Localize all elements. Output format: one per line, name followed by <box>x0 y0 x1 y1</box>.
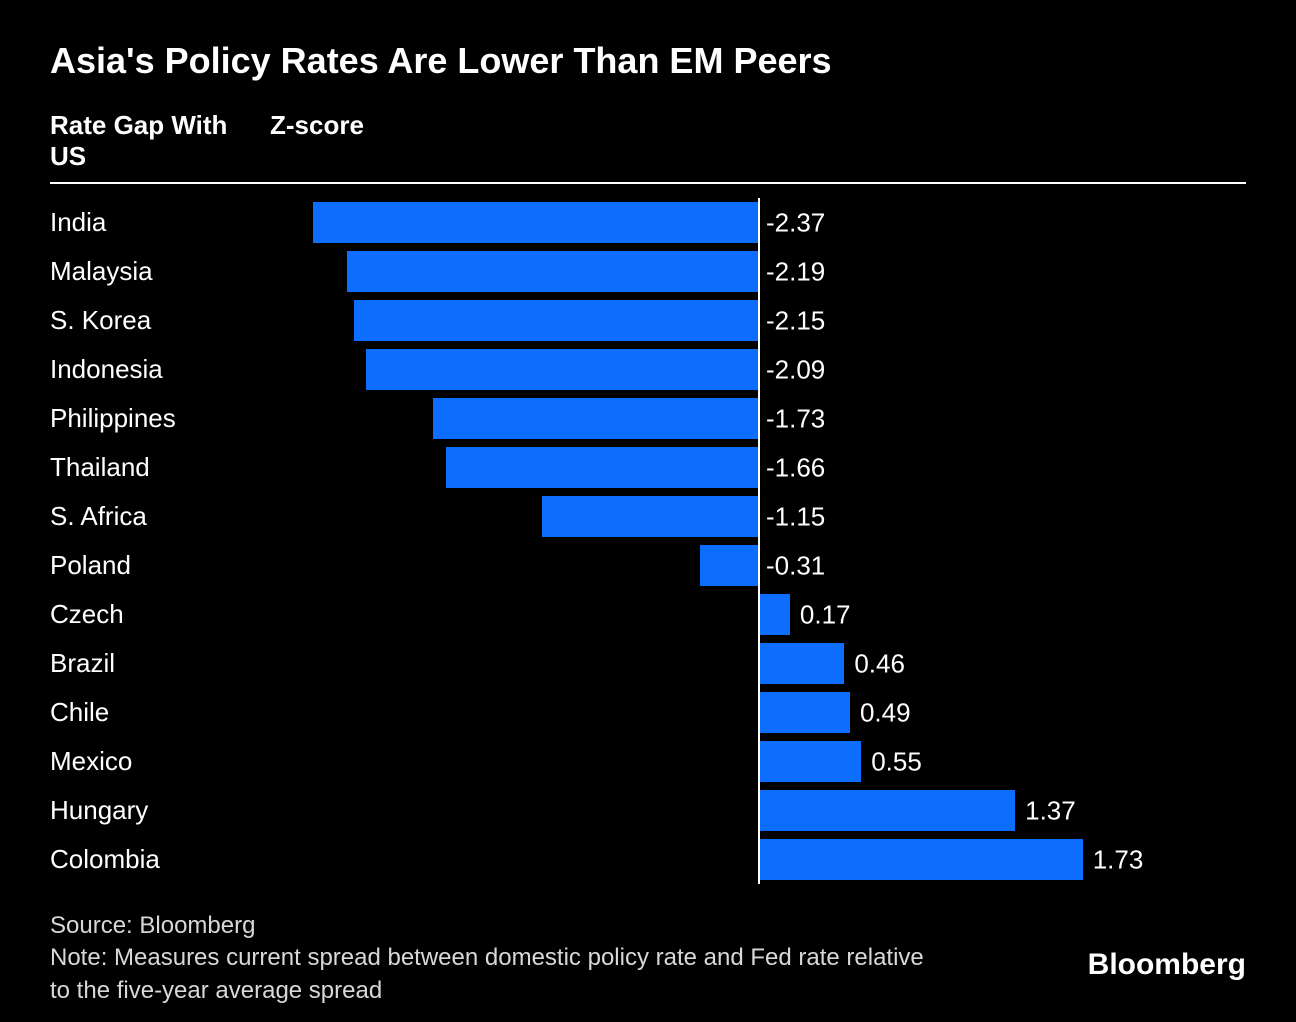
bar-value: -1.15 <box>766 501 825 532</box>
chart-title: Asia's Policy Rates Are Lower Than EM Pe… <box>50 40 1246 82</box>
bar <box>313 202 758 243</box>
country-label: Malaysia <box>50 256 270 287</box>
header-rule <box>50 182 1246 184</box>
bar <box>700 545 758 586</box>
bar-value: -2.37 <box>766 207 825 238</box>
country-label: S. Korea <box>50 305 270 336</box>
table-row: Mexico 0.55 <box>50 737 1246 786</box>
zero-axis <box>758 198 760 884</box>
bar <box>354 300 758 341</box>
header-label: Rate Gap With US <box>50 110 270 172</box>
bar <box>758 790 1015 831</box>
table-row: S. Korea -2.15 <box>50 296 1246 345</box>
bar-value: 1.73 <box>1093 844 1144 875</box>
chart-frame: Asia's Policy Rates Are Lower Than EM Pe… <box>0 0 1296 1022</box>
bar-value: 0.55 <box>871 746 922 777</box>
country-label: Philippines <box>50 403 270 434</box>
table-row: Czech 0.17 <box>50 590 1246 639</box>
chart-area: India -2.37 Malaysia -2.19 S. Korea -2.15 Indo… <box>50 198 1246 884</box>
country-label: Poland <box>50 550 270 581</box>
table-row: S. Africa -1.15 <box>50 492 1246 541</box>
bar-value: -2.19 <box>766 256 825 287</box>
table-row: Colombia 1.73 <box>50 835 1246 884</box>
bar-value: -2.09 <box>766 354 825 385</box>
bar-value: 0.17 <box>800 599 851 630</box>
country-label: Hungary <box>50 795 270 826</box>
bar-value: -1.73 <box>766 403 825 434</box>
bar-value: -2.15 <box>766 305 825 336</box>
table-row: Hungary 1.37 <box>50 786 1246 835</box>
bar <box>347 251 758 292</box>
bar-value: -0.31 <box>766 550 825 581</box>
bar <box>758 643 844 684</box>
country-label: Czech <box>50 599 270 630</box>
country-label: Mexico <box>50 746 270 777</box>
table-row: Poland -0.31 <box>50 541 1246 590</box>
table-row: Indonesia -2.09 <box>50 345 1246 394</box>
bar <box>758 741 861 782</box>
table-row: Malaysia -2.19 <box>50 247 1246 296</box>
country-label: India <box>50 207 270 238</box>
column-headers: Rate Gap With US Z-score <box>50 110 1246 172</box>
table-row: Thailand -1.66 <box>50 443 1246 492</box>
bar <box>542 496 758 537</box>
table-row: Brazil 0.46 <box>50 639 1246 688</box>
country-label: Brazil <box>50 648 270 679</box>
bar <box>366 349 758 390</box>
bar-value: 0.49 <box>860 697 911 728</box>
country-label: Indonesia <box>50 354 270 385</box>
country-label: Chile <box>50 697 270 728</box>
bar-value: 0.46 <box>854 648 905 679</box>
country-label: Thailand <box>50 452 270 483</box>
chart-footer: Source: Bloomberg Note: Measures current… <box>50 910 950 1007</box>
table-row: Philippines -1.73 <box>50 394 1246 443</box>
country-label: S. Africa <box>50 501 270 532</box>
footer-source: Source: Bloomberg <box>50 910 950 942</box>
bar-value: -1.66 <box>766 452 825 483</box>
bar <box>446 447 758 488</box>
header-score: Z-score <box>270 110 364 172</box>
bar <box>433 398 758 439</box>
table-row: India -2.37 <box>50 198 1246 247</box>
footer-note: Note: Measures current spread between do… <box>50 942 950 1007</box>
bar <box>758 594 790 635</box>
bar <box>758 839 1083 880</box>
bar <box>758 692 850 733</box>
table-row: Chile 0.49 <box>50 688 1246 737</box>
country-label: Colombia <box>50 844 270 875</box>
bloomberg-logo: Bloomberg <box>1088 948 1246 982</box>
bar-value: 1.37 <box>1025 795 1076 826</box>
